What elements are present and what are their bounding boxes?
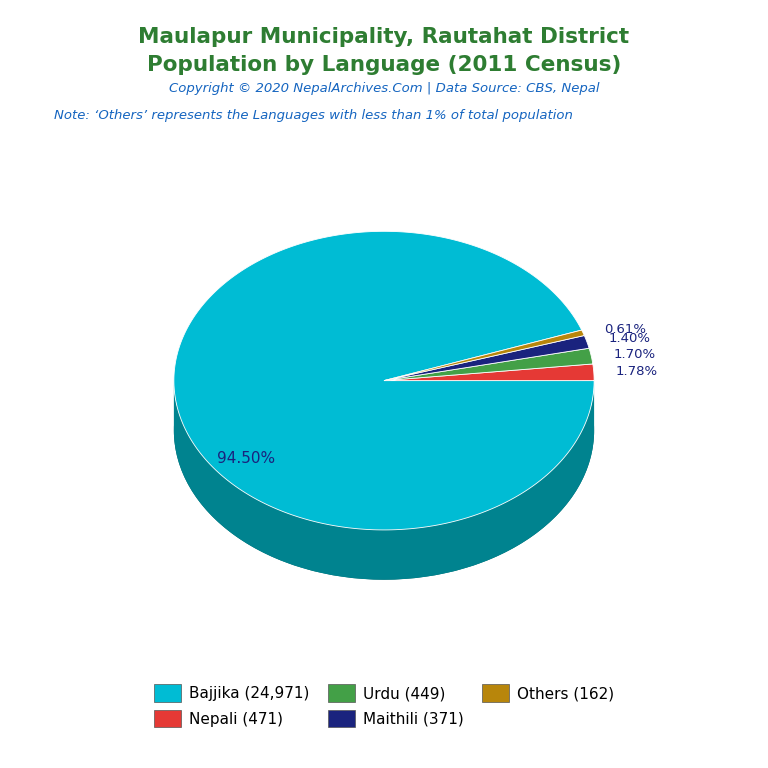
Text: Population by Language (2011 Census): Population by Language (2011 Census) — [147, 55, 621, 75]
Polygon shape — [384, 336, 589, 381]
Polygon shape — [384, 364, 594, 381]
Polygon shape — [384, 348, 593, 381]
Text: 1.40%: 1.40% — [608, 333, 650, 346]
Text: 0.61%: 0.61% — [604, 323, 646, 336]
Text: 1.70%: 1.70% — [613, 348, 655, 361]
Text: Note: ‘Others’ represents the Languages with less than 1% of total population: Note: ‘Others’ represents the Languages … — [54, 109, 573, 122]
Polygon shape — [384, 330, 584, 381]
Text: Maulapur Municipality, Rautahat District: Maulapur Municipality, Rautahat District — [138, 27, 630, 47]
Polygon shape — [174, 231, 594, 530]
Text: 1.78%: 1.78% — [616, 365, 658, 378]
Legend: Bajjika (24,971), Nepali (471), Urdu (449), Maithili (371), Others (162): Bajjika (24,971), Nepali (471), Urdu (44… — [147, 678, 621, 733]
Text: Copyright © 2020 NepalArchives.Com | Data Source: CBS, Nepal: Copyright © 2020 NepalArchives.Com | Dat… — [169, 82, 599, 95]
Polygon shape — [174, 381, 594, 580]
Ellipse shape — [174, 281, 594, 580]
Text: 94.50%: 94.50% — [217, 451, 275, 465]
